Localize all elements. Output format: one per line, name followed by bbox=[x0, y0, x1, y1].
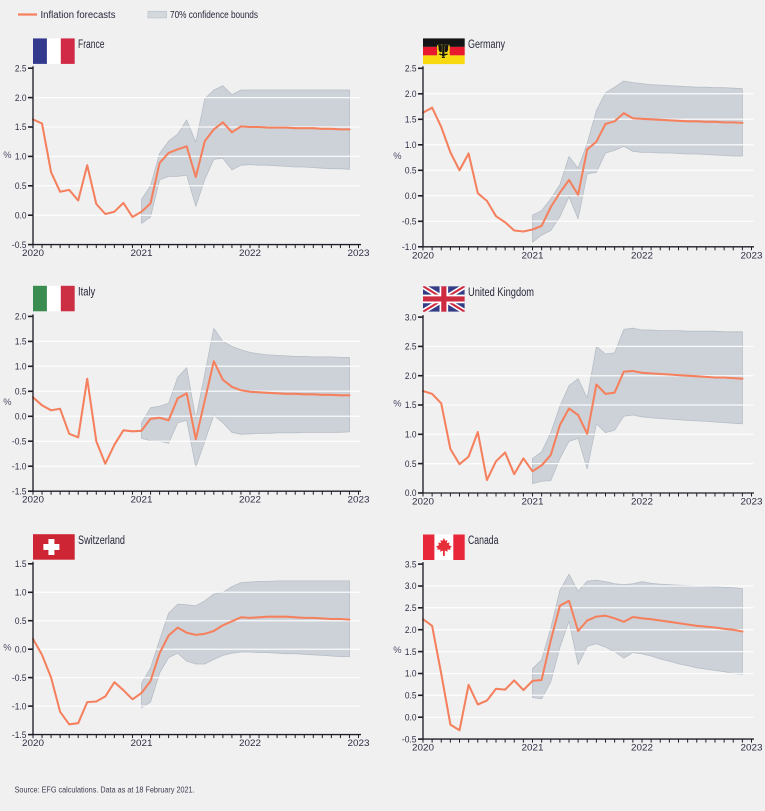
svg-text:2.0: 2.0 bbox=[405, 371, 417, 381]
svg-text:2022: 2022 bbox=[239, 495, 261, 506]
svg-text:2023: 2023 bbox=[741, 497, 763, 508]
svg-text:2021: 2021 bbox=[131, 248, 153, 259]
svg-text:-1.0: -1.0 bbox=[402, 242, 417, 252]
svg-text:0.5: 0.5 bbox=[15, 181, 27, 191]
svg-text:2022: 2022 bbox=[239, 248, 261, 259]
svg-text:2023: 2023 bbox=[741, 743, 763, 754]
svg-text:2020: 2020 bbox=[412, 497, 434, 508]
svg-text:-0.5: -0.5 bbox=[402, 734, 417, 744]
svg-text:1.0: 1.0 bbox=[405, 669, 417, 679]
svg-text:2021: 2021 bbox=[131, 738, 153, 749]
svg-text:2021: 2021 bbox=[131, 495, 153, 506]
svg-text:0.0: 0.0 bbox=[15, 644, 27, 654]
svg-text:0.5: 0.5 bbox=[405, 691, 417, 701]
svg-text:2020: 2020 bbox=[22, 495, 44, 506]
svg-text:2.0: 2.0 bbox=[405, 625, 417, 635]
svg-text:%: % bbox=[393, 645, 401, 655]
svg-text:2.0: 2.0 bbox=[15, 312, 27, 322]
svg-text:0.5: 0.5 bbox=[15, 616, 27, 626]
svg-text:0.5: 0.5 bbox=[15, 387, 27, 397]
svg-text:2022: 2022 bbox=[631, 743, 653, 754]
svg-text:2.0: 2.0 bbox=[405, 89, 417, 99]
svg-text:70% confidence bounds: 70% confidence bounds bbox=[170, 10, 258, 21]
svg-text:2023: 2023 bbox=[741, 250, 763, 261]
svg-text:1.0: 1.0 bbox=[15, 152, 27, 162]
svg-text:Germany: Germany bbox=[468, 39, 505, 51]
svg-text:2022: 2022 bbox=[631, 497, 653, 508]
svg-text:2022: 2022 bbox=[239, 738, 261, 749]
svg-text:2.5: 2.5 bbox=[405, 342, 417, 352]
svg-text:France: France bbox=[78, 39, 105, 51]
svg-text:2020: 2020 bbox=[412, 743, 434, 754]
svg-text:0.0: 0.0 bbox=[15, 412, 27, 422]
svg-text:1.5: 1.5 bbox=[405, 400, 417, 410]
svg-text:-1.0: -1.0 bbox=[12, 701, 27, 711]
svg-text:2021: 2021 bbox=[522, 250, 544, 261]
svg-text:%: % bbox=[3, 397, 11, 407]
svg-text:2.5: 2.5 bbox=[405, 64, 417, 74]
svg-text:2022: 2022 bbox=[631, 250, 653, 261]
svg-text:-1.5: -1.5 bbox=[12, 730, 27, 740]
svg-text:3.5: 3.5 bbox=[405, 559, 417, 569]
svg-text:3.0: 3.0 bbox=[405, 312, 417, 322]
svg-text:United Kingdom: United Kingdom bbox=[468, 287, 534, 299]
svg-text:2023: 2023 bbox=[348, 495, 370, 506]
svg-text:2021: 2021 bbox=[522, 497, 544, 508]
svg-text:1.5: 1.5 bbox=[15, 559, 27, 569]
svg-text:1.0: 1.0 bbox=[405, 430, 417, 440]
svg-text:2020: 2020 bbox=[22, 248, 44, 259]
svg-text:2020: 2020 bbox=[22, 738, 44, 749]
svg-text:Switzerland: Switzerland bbox=[78, 535, 125, 547]
svg-text:1.5: 1.5 bbox=[405, 115, 417, 125]
svg-text:2.5: 2.5 bbox=[405, 603, 417, 613]
svg-text:1.0: 1.0 bbox=[15, 588, 27, 598]
svg-text:0.0: 0.0 bbox=[15, 210, 27, 220]
svg-text:Source: EFG calculations. Data: Source: EFG calculations. Data as at 18 … bbox=[15, 785, 195, 795]
svg-text:-0.5: -0.5 bbox=[12, 240, 27, 250]
svg-text:1.0: 1.0 bbox=[15, 362, 27, 372]
svg-text:0.0: 0.0 bbox=[405, 191, 417, 201]
svg-text:%: % bbox=[393, 151, 401, 161]
svg-text:0.5: 0.5 bbox=[405, 459, 417, 469]
svg-text:2.5: 2.5 bbox=[15, 63, 27, 73]
svg-text:-0.5: -0.5 bbox=[12, 436, 27, 446]
svg-text:2020: 2020 bbox=[412, 250, 434, 261]
svg-text:%: % bbox=[3, 150, 11, 160]
svg-text:-0.5: -0.5 bbox=[402, 217, 417, 227]
svg-text:-1.5: -1.5 bbox=[12, 486, 27, 496]
svg-text:2021: 2021 bbox=[522, 743, 544, 754]
svg-text:1.5: 1.5 bbox=[15, 122, 27, 132]
svg-text:Italy: Italy bbox=[78, 286, 95, 298]
svg-text:Inflation forecasts: Inflation forecasts bbox=[41, 10, 116, 21]
svg-text:2023: 2023 bbox=[348, 738, 370, 749]
svg-text:0.5: 0.5 bbox=[405, 166, 417, 176]
svg-text:2023: 2023 bbox=[348, 248, 370, 259]
svg-text:%: % bbox=[393, 398, 401, 408]
svg-text:-1.0: -1.0 bbox=[12, 461, 27, 471]
svg-text:Canada: Canada bbox=[468, 535, 499, 547]
svg-text:2.0: 2.0 bbox=[15, 93, 27, 103]
svg-text:%: % bbox=[3, 643, 11, 653]
svg-text:0.0: 0.0 bbox=[405, 488, 417, 498]
svg-text:1.0: 1.0 bbox=[405, 140, 417, 150]
svg-text:3.0: 3.0 bbox=[405, 581, 417, 591]
svg-text:1.5: 1.5 bbox=[15, 337, 27, 347]
svg-text:1.5: 1.5 bbox=[405, 647, 417, 657]
svg-text:-0.5: -0.5 bbox=[12, 673, 27, 683]
svg-text:0.0: 0.0 bbox=[405, 712, 417, 722]
